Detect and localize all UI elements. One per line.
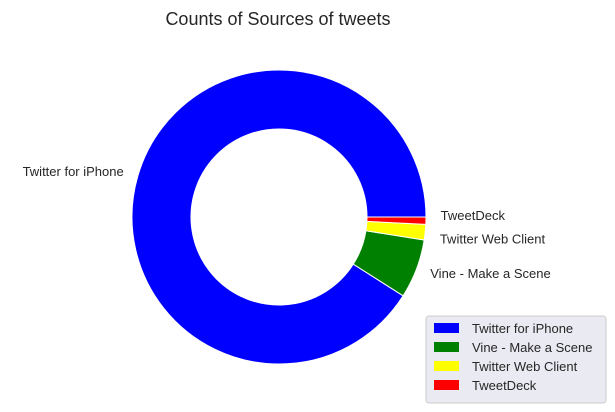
- legend-swatch-twitter-for-iphone: [434, 323, 459, 333]
- legend-label-tweetdeck: TweetDeck: [472, 378, 537, 393]
- slice-label-tweetdeck: TweetDeck: [441, 208, 506, 223]
- chart-title: Counts of Sources of tweets: [165, 9, 390, 29]
- donut-slices: [131, 69, 427, 365]
- slice-tweetdeck: [366, 216, 427, 225]
- legend-swatch-tweetdeck: [434, 380, 459, 390]
- slice-label-twitter-for-iphone: Twitter for iPhone: [23, 164, 124, 179]
- slice-twitter-for-iphone: [131, 69, 427, 365]
- legend-label-twitter-for-iphone: Twitter for iPhone: [472, 321, 573, 336]
- legend-label-vine-make-a-scene: Vine - Make a Scene: [472, 340, 592, 355]
- legend-swatch-vine-make-a-scene: [434, 342, 459, 352]
- legend-label-twitter-web-client: Twitter Web Client: [472, 359, 578, 374]
- legend-swatch-twitter-web-client: [434, 361, 459, 371]
- legend: Twitter for iPhone Vine - Make a Scene Twi…: [425, 315, 607, 404]
- slice-labels: Twitter for iPhone Vine - Make a Scene Twi…: [23, 164, 551, 281]
- legend-frame: [425, 315, 607, 404]
- slice-label-twitter-web-client: Twitter Web Client: [440, 232, 546, 247]
- slice-label-vine-make-a-scene: Vine - Make a Scene: [430, 266, 550, 281]
